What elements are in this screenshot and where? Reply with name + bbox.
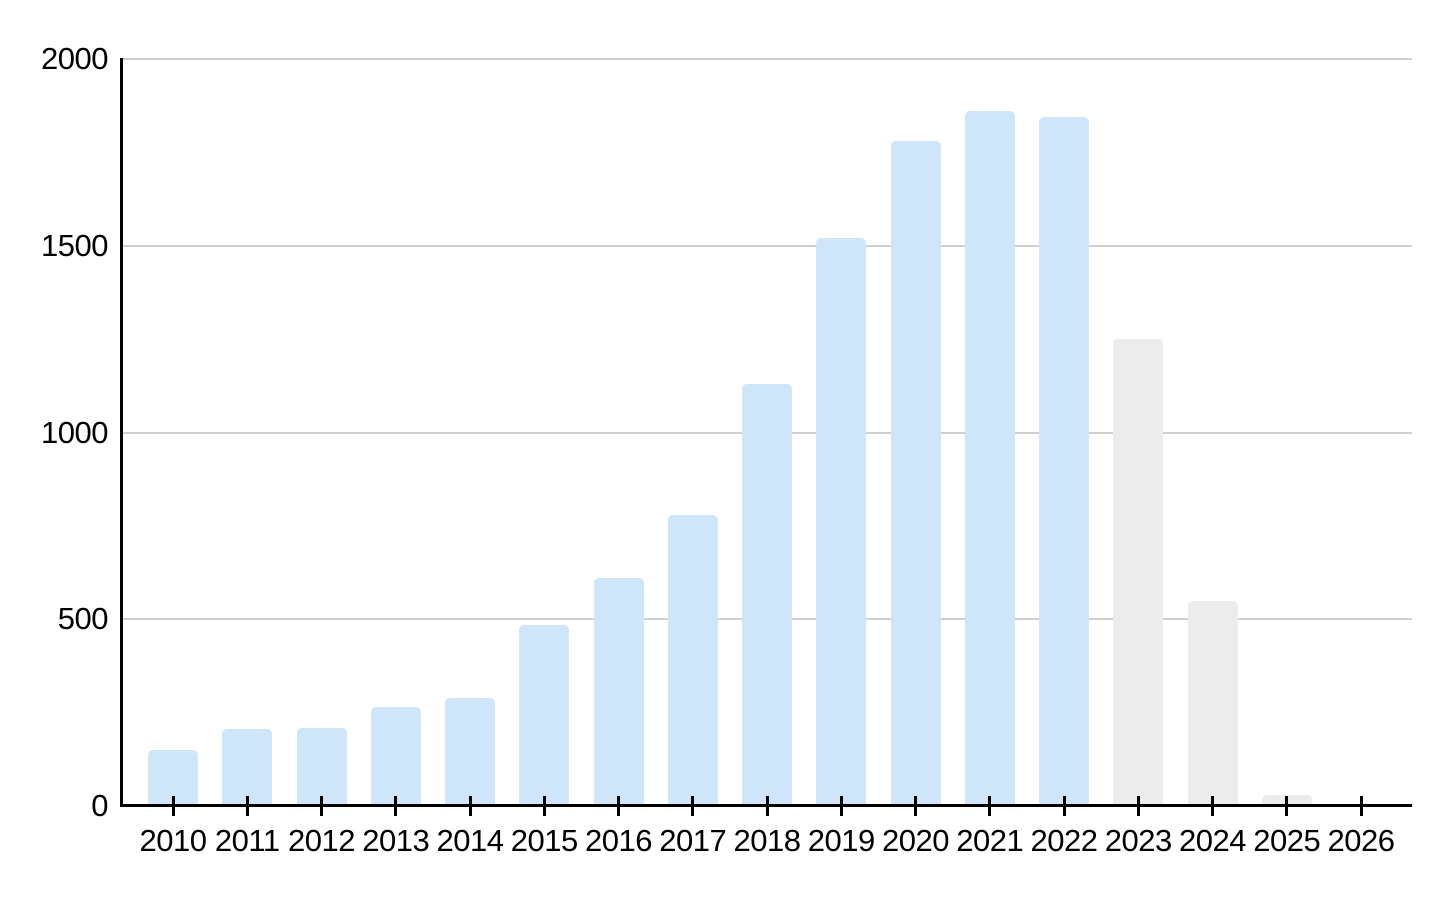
x-tick-2024 — [1211, 796, 1214, 816]
y-tick-label-0: 0 — [91, 788, 108, 823]
x-tick-label-2021: 2021 — [956, 823, 1024, 858]
x-tick-label-2012: 2012 — [288, 823, 355, 858]
x-tick-2016 — [617, 796, 620, 816]
x-tick-2023 — [1136, 796, 1140, 816]
x-tick-label-2020: 2020 — [882, 823, 949, 858]
x-tick-label-2015: 2015 — [510, 823, 578, 858]
x-tick-label-2025: 2025 — [1253, 823, 1321, 858]
x-tick-2021 — [988, 796, 992, 816]
x-tick-2010 — [171, 796, 175, 816]
bar-2022 — [1039, 116, 1089, 806]
x-tick-label-2024: 2024 — [1179, 823, 1246, 858]
bar-2011 — [222, 729, 273, 806]
x-tick-label-2011: 2011 — [214, 823, 280, 858]
x-tick-2019 — [839, 796, 843, 816]
bar-2016 — [593, 578, 644, 806]
x-tick-2013 — [394, 796, 398, 816]
x-tick-2011 — [245, 796, 249, 816]
x-tick-2025 — [1285, 796, 1289, 816]
bar-2015 — [519, 624, 570, 806]
x-tick-2020 — [914, 796, 917, 816]
x-tick-2012 — [320, 796, 323, 816]
bar-2012 — [296, 727, 347, 806]
gridline-2000 — [122, 58, 1412, 60]
x-tick-2022 — [1062, 796, 1066, 816]
x-tick-2018 — [765, 796, 769, 816]
x-tick-label-2010: 2010 — [139, 823, 207, 858]
bar-2020 — [890, 141, 941, 806]
x-tick-label-2016: 2016 — [585, 823, 652, 858]
x-tick-2015 — [542, 796, 546, 816]
x-tick-label-2019: 2019 — [807, 823, 875, 858]
x-tick-label-2023: 2023 — [1104, 823, 1172, 858]
y-tick-label-2000: 2000 — [41, 41, 108, 76]
bar-2019 — [816, 238, 867, 806]
x-tick-2017 — [691, 796, 695, 816]
gridline-1500 — [122, 244, 1412, 247]
bar-2024 — [1187, 600, 1238, 806]
x-tick-label-2013: 2013 — [362, 823, 430, 858]
bar-2013 — [370, 707, 421, 806]
bar-2023 — [1113, 339, 1164, 806]
bar-2021 — [964, 111, 1015, 806]
x-tick-label-2026: 2026 — [1327, 823, 1395, 858]
x-tick-2026 — [1359, 796, 1363, 816]
y-tick-label-1500: 1500 — [41, 227, 108, 263]
bar-2018 — [742, 383, 792, 806]
x-tick-label-2017: 2017 — [659, 823, 727, 858]
x-tick-label-2014: 2014 — [436, 823, 504, 858]
y-tick-label-500: 500 — [57, 601, 109, 637]
x-tick-label-2018: 2018 — [733, 823, 801, 858]
y-tick-label-1000: 1000 — [41, 414, 108, 450]
x-tick-2014 — [468, 796, 472, 816]
bar-2017 — [667, 514, 718, 806]
x-tick-label-2022: 2022 — [1030, 823, 1098, 858]
bar-2014 — [445, 697, 495, 806]
y-axis-line — [120, 58, 123, 807]
